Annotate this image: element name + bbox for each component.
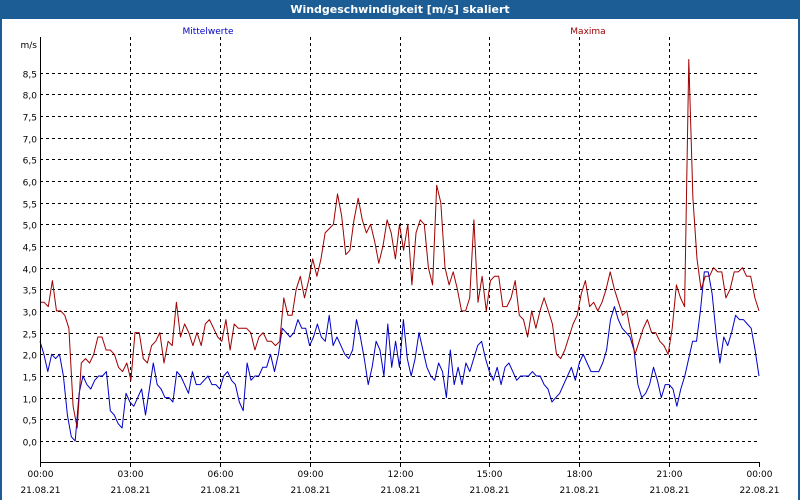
legend: Mittelwerte Maxima (182, 27, 605, 37)
x-tick-time: 06:00 (208, 470, 234, 480)
window-border-right (798, 19, 800, 500)
x-tick-date: 21.08.21 (110, 486, 150, 496)
y-tick-label: 7,5 (23, 114, 37, 124)
x-tick-time: 18:00 (567, 470, 593, 480)
window-title: Windgeschwindigkeit [m/s] skaliert (0, 0, 800, 19)
x-tick-date: 21.08.21 (380, 486, 420, 496)
x-tick-time: 00:00 (28, 470, 54, 480)
y-tick-label: 7,0 (23, 136, 38, 146)
series-line-maxima (40, 59, 760, 429)
grid (40, 37, 759, 462)
x-tick-date: 21.08.21 (649, 486, 689, 496)
x-tick-time: 15:00 (477, 470, 503, 480)
y-tick-label: 8,5 (23, 71, 37, 81)
x-tick-time: 21:00 (657, 470, 683, 480)
x-tick-time: 09:00 (298, 470, 324, 480)
y-tick-label: 4,0 (23, 266, 38, 276)
window-border-left (0, 19, 2, 500)
x-tick-time: 03:00 (118, 470, 144, 480)
y-tick-label: 1,5 (23, 374, 37, 384)
x-tick-date: 21.08.21 (469, 486, 509, 496)
y-tick-label: 3,0 (23, 309, 38, 319)
y-tick-label: 2,0 (23, 352, 38, 362)
x-tick-time: 12:00 (388, 470, 414, 480)
y-axis-ticks: 0,0 0,5 1,0 1,5 2,0 2,5 3,0 3,5 4,0 4,5 5,0 5,5 6,0 6… (21, 41, 38, 449)
chart-area: 0,0 0,5 1,0 1,5 2,0 2,5 3,0 3,5 4,0 4,5 5,0 5,5 6,0 6… (20, 27, 780, 496)
legend-maxima: Maxima (570, 27, 605, 37)
y-tick-label: 0,5 (23, 417, 37, 427)
x-tick-date: 21.08.21 (559, 486, 599, 496)
series-lines (39, 59, 760, 442)
y-axis-unit-label: m/s (21, 41, 38, 51)
axes (40, 37, 759, 463)
x-tick-date: 21.08.21 (20, 486, 60, 496)
y-tick-label: 4,5 (23, 244, 37, 254)
y-tick-label: 6,5 (23, 157, 37, 167)
y-tick-label: 0,0 (23, 439, 38, 449)
y-tick-label: 3,5 (23, 287, 37, 297)
x-tick-date: 21.08.21 (290, 486, 330, 496)
x-tick-date: 22.08.21 (739, 486, 779, 496)
series-line-mittelwerte (39, 271, 760, 442)
y-tick-label: 5,0 (23, 222, 38, 232)
y-tick-label: 8,0 (23, 92, 38, 102)
y-tick-label: 2,5 (23, 331, 37, 341)
y-tick-label: 1,0 (23, 396, 38, 406)
x-tick-time: 00:00 (747, 470, 773, 480)
x-tick-date: 21.08.21 (200, 486, 240, 496)
y-tick-label: 6,0 (23, 179, 38, 189)
y-tick-label: 5,5 (23, 201, 37, 211)
x-axis-ticks: 00:00 21.08.21 03:00 21.08.21 06:00 21.08.21 0… (20, 462, 780, 496)
legend-mittelwerte: Mittelwerte (182, 27, 233, 37)
